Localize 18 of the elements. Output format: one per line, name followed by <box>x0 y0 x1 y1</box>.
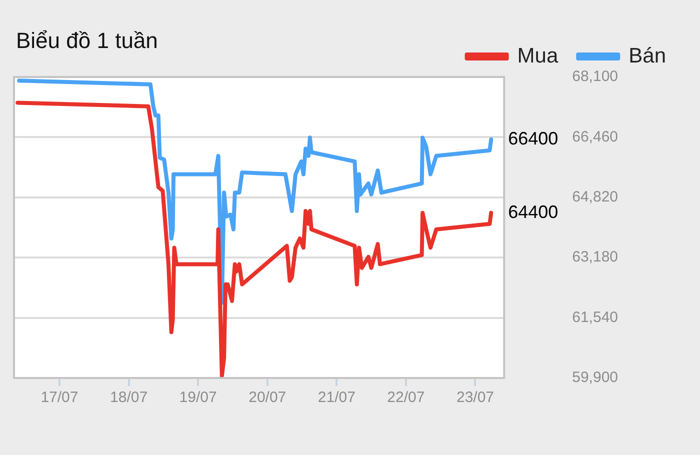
x-tick-label: 19/07 <box>179 389 217 406</box>
y-tick-label: 68,100 <box>572 68 618 86</box>
x-tick-label: 23/07 <box>456 389 494 406</box>
y-tick-label: 66,460 <box>572 128 618 146</box>
x-tick-label: 18/07 <box>110 389 148 406</box>
x-tick-label: 22/07 <box>387 389 425 406</box>
legend-label: Mua <box>517 44 558 68</box>
x-tick-label: 17/07 <box>40 389 78 406</box>
y-tick-label: 61,540 <box>572 308 618 326</box>
annotation: 66400 <box>508 128 558 148</box>
x-tick-label: 21/07 <box>318 389 356 406</box>
y-tick-label: 59,900 <box>572 369 618 386</box>
y-tick-label: 63,180 <box>572 248 618 266</box>
x-tick-label: 20/07 <box>248 389 286 406</box>
annotation: 64400 <box>508 202 558 222</box>
legend-label: Bán <box>628 44 666 68</box>
chart-title: Biểu đồ 1 tuần <box>16 28 158 54</box>
y-tick-label: 64,820 <box>572 188 618 206</box>
